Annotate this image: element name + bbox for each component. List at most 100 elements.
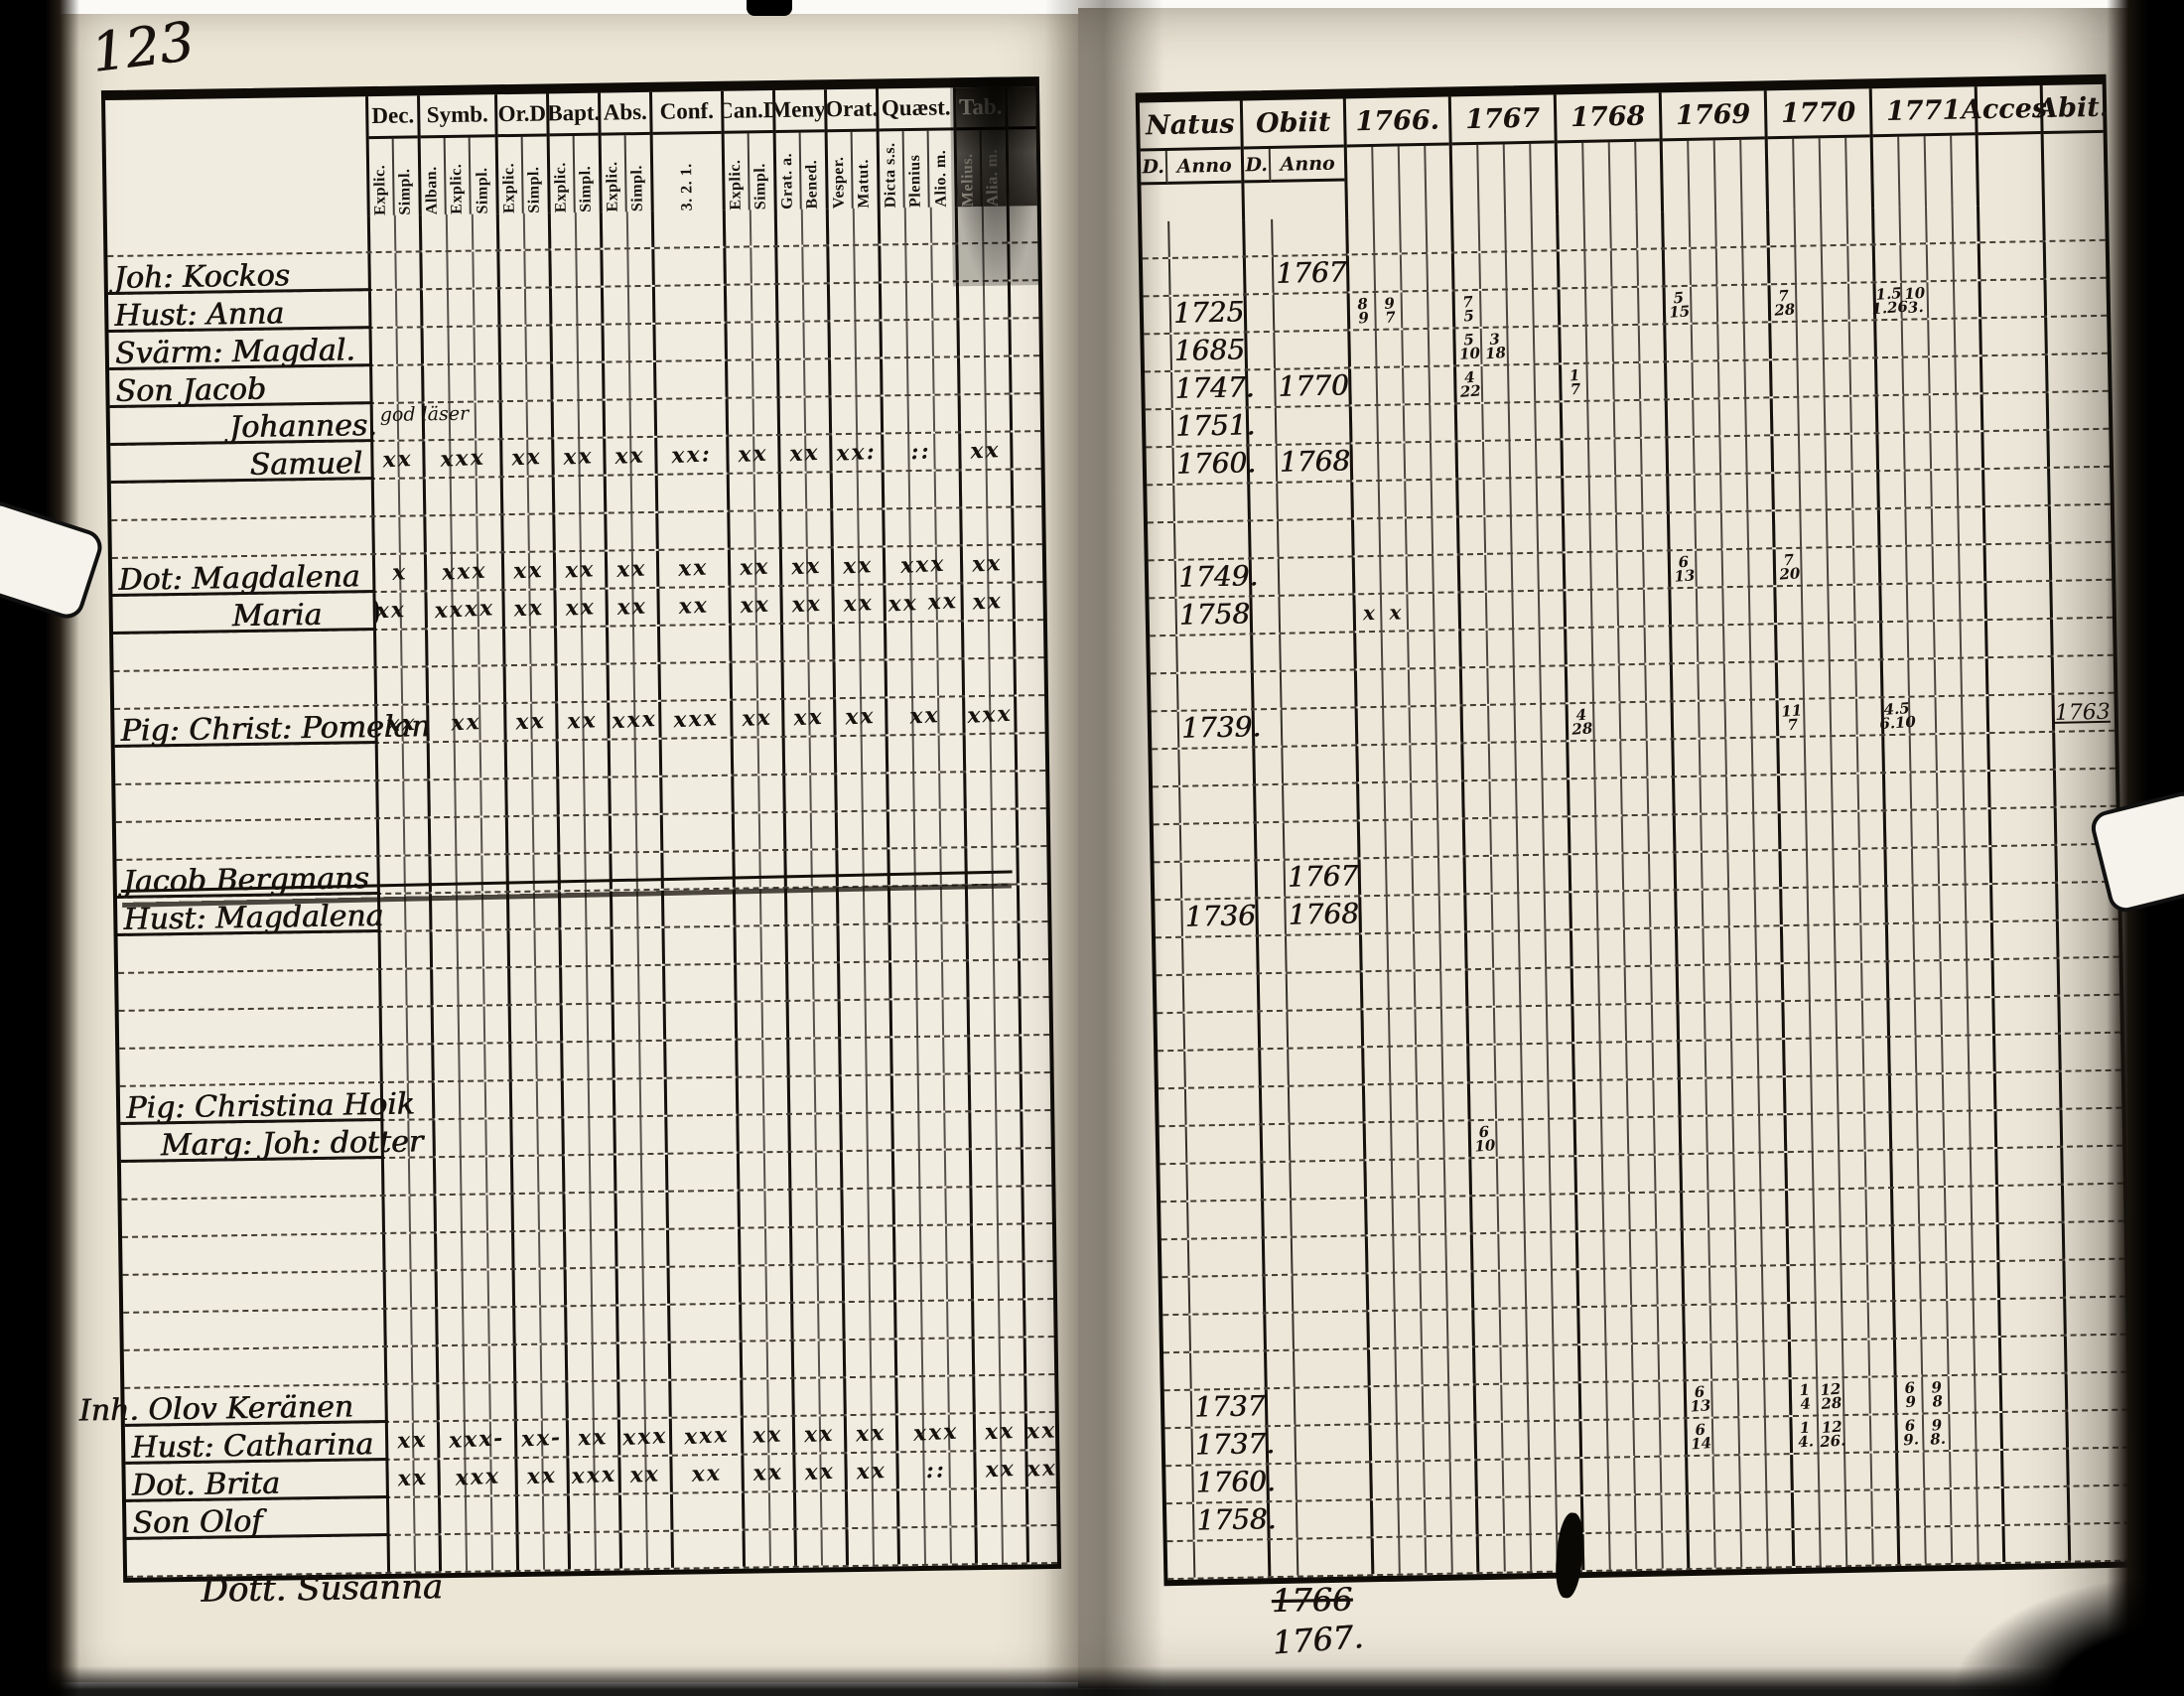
year-cell-1770 bbox=[1782, 924, 1889, 963]
mark-cell bbox=[372, 365, 425, 403]
column-group-label: Bapt. bbox=[549, 92, 599, 137]
natus-day-cell bbox=[1153, 824, 1182, 862]
mark-cell bbox=[881, 282, 960, 320]
acces-cell bbox=[2000, 1298, 2067, 1337]
mark-cell bbox=[614, 1003, 667, 1041]
mark-cell bbox=[885, 508, 963, 546]
page-tear-mark bbox=[747, 0, 792, 16]
name-cell bbox=[115, 781, 379, 821]
communion-marks: xx bbox=[789, 439, 821, 468]
communion-marks: xx bbox=[512, 557, 545, 585]
obiit-year-cell bbox=[1280, 595, 1357, 633]
mark-cell bbox=[513, 1194, 566, 1231]
mark-cell bbox=[783, 661, 837, 698]
mark-cell bbox=[556, 627, 610, 664]
mark-cell: xxx bbox=[425, 440, 503, 478]
year-cell-1768 bbox=[1569, 740, 1675, 778]
mark-cell bbox=[667, 1153, 741, 1191]
year-cell-1770 bbox=[1774, 472, 1880, 510]
mark-cell bbox=[897, 1376, 976, 1414]
date-mark: 11 7 bbox=[1780, 701, 1803, 735]
column-label: 1770 bbox=[1766, 88, 1870, 140]
year-cell-1766. bbox=[1369, 1347, 1476, 1386]
year-cell-1766. bbox=[1348, 215, 1454, 254]
year-cell-1766. bbox=[1366, 1159, 1473, 1198]
mark-cell bbox=[654, 285, 728, 323]
mark-cell bbox=[892, 1074, 972, 1112]
column-label: 1771 bbox=[1871, 86, 1976, 138]
year-cell-1766. bbox=[1373, 1536, 1480, 1575]
mark-cell bbox=[972, 1187, 1024, 1224]
mark-cell bbox=[433, 968, 511, 1006]
date-mark: 4 28 bbox=[1570, 705, 1593, 739]
year-cell-1770 bbox=[1777, 623, 1883, 661]
mark-cell: xx bbox=[962, 545, 1016, 583]
name-column-spacer bbox=[105, 96, 370, 220]
mark-cell bbox=[893, 1150, 973, 1188]
year-cell-1768 bbox=[1578, 1268, 1686, 1307]
mark-cell bbox=[894, 1188, 973, 1225]
date-mark: 1 4. bbox=[1798, 1418, 1815, 1452]
mark-cell: xx bbox=[847, 1453, 899, 1490]
mark-cell: xx bbox=[554, 438, 607, 476]
year-cell-1769: 6 13 bbox=[1670, 549, 1777, 588]
natus-day-cell bbox=[1158, 1051, 1186, 1088]
obiit-day-cell bbox=[1255, 747, 1285, 784]
year-column-1768: 1768 bbox=[1556, 92, 1665, 214]
mark-cell bbox=[896, 1339, 976, 1376]
year-cell-1770 bbox=[1788, 1226, 1895, 1265]
year-cell-1766. bbox=[1354, 555, 1461, 594]
year-cell-1771 bbox=[1892, 1187, 1999, 1225]
name-cell: Inh. Olov Keränen bbox=[78, 1384, 388, 1429]
mark-cell bbox=[1015, 545, 1043, 581]
mark-cell bbox=[567, 1306, 619, 1343]
communion-marks: xx bbox=[615, 555, 648, 583]
mark-cell bbox=[667, 1115, 740, 1153]
mark-cell bbox=[1022, 1036, 1050, 1071]
mark-cell bbox=[553, 362, 606, 400]
mark-cell bbox=[961, 470, 1015, 507]
acces-cell bbox=[1987, 619, 2054, 657]
mark-cell bbox=[730, 510, 782, 548]
column-label: 1768 bbox=[1556, 92, 1660, 144]
mark-cell bbox=[969, 998, 1023, 1036]
date-mark: 7 28 bbox=[1773, 286, 1796, 320]
mark-cell: xx bbox=[375, 592, 428, 630]
left-table-header: Dec. Explic. Simpl. Symb. Alban. Explic. Simpl… bbox=[105, 86, 1037, 220]
year-cell-1767 bbox=[1458, 478, 1565, 516]
natus-year: 1736 bbox=[1184, 898, 1257, 933]
mark-cell bbox=[440, 1496, 519, 1534]
obiit-year-cell bbox=[1292, 1236, 1369, 1274]
year-cell-1770 bbox=[1777, 660, 1884, 699]
obiit-day-cell bbox=[1264, 1237, 1294, 1275]
column-subheader: Plenius bbox=[903, 130, 930, 209]
year-cell-1768 bbox=[1576, 1155, 1683, 1194]
name-cell: Pig: Christ: Pomelan bbox=[114, 706, 431, 749]
mark-cell bbox=[620, 1493, 674, 1531]
year-cell-1768 bbox=[1566, 589, 1673, 628]
year-cell-1771 bbox=[1895, 1338, 2002, 1376]
communion-marks: xx bbox=[577, 1424, 610, 1452]
column-subheader: Matut. bbox=[852, 132, 878, 209]
natus-year-cell: 1739. bbox=[1178, 710, 1261, 748]
natus-year-cell bbox=[1188, 1238, 1266, 1276]
acces-cell bbox=[1997, 1185, 2065, 1223]
natus-year: 1725 bbox=[1172, 294, 1245, 330]
acces-cell bbox=[1984, 505, 2052, 544]
mark-cell bbox=[514, 1231, 567, 1269]
mark-cell bbox=[376, 667, 430, 705]
date-mark: 3 18 bbox=[1484, 330, 1507, 363]
year-cell-1771 bbox=[1894, 1262, 2001, 1301]
obiit-year-cell: 1768 bbox=[1277, 444, 1354, 482]
date-mark-slot: 7 20 bbox=[1776, 551, 1803, 584]
mark-cell bbox=[671, 1379, 744, 1417]
overflow-person-name: Dott. Susanna bbox=[201, 1567, 444, 1611]
acces-cell bbox=[1994, 996, 2061, 1035]
obiit-day-cell bbox=[1259, 973, 1289, 1011]
year-cell-1770 bbox=[1772, 396, 1879, 435]
year-cell-1768 bbox=[1559, 212, 1665, 250]
natus-day-cell bbox=[1161, 1277, 1191, 1315]
natus-year-cell bbox=[1188, 1201, 1265, 1238]
year-cell-1770: 11 7 bbox=[1778, 698, 1885, 737]
mark-cell bbox=[621, 1531, 675, 1569]
